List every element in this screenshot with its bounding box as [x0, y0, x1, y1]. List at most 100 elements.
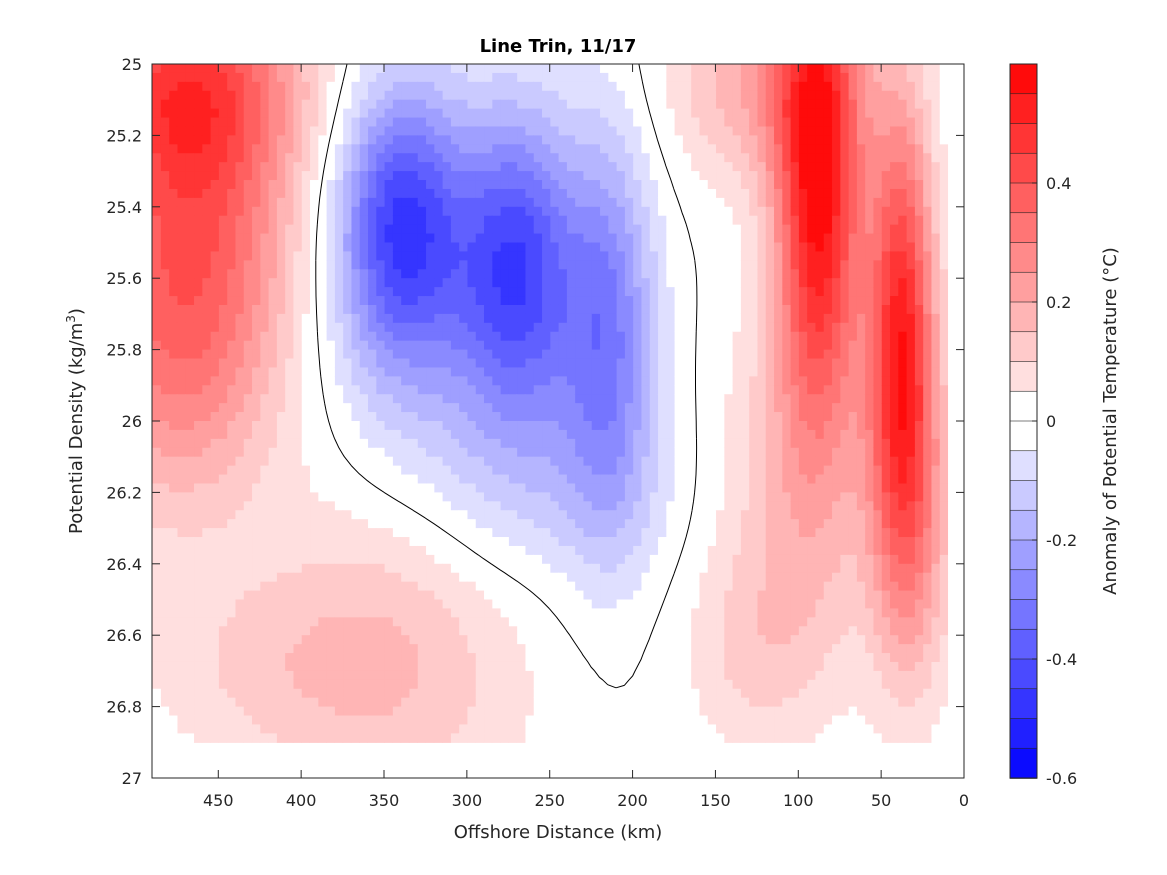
heatmap-cell — [715, 412, 725, 422]
heatmap-cell — [475, 135, 485, 145]
heatmap-cell — [632, 188, 642, 199]
heatmap-cell — [226, 403, 236, 413]
heatmap-cell — [475, 215, 485, 226]
heatmap-cell — [814, 81, 824, 92]
heatmap-cell — [831, 287, 841, 297]
heatmap-cell — [508, 394, 518, 404]
heatmap-cell — [284, 510, 294, 520]
heatmap-cell — [806, 224, 816, 235]
heatmap-cell — [442, 153, 451, 163]
heatmap-cell — [210, 519, 219, 529]
heatmap-cell — [872, 438, 882, 449]
heatmap-cell — [632, 126, 642, 136]
heatmap-cell — [425, 474, 435, 485]
heatmap-cell — [466, 340, 476, 351]
heatmap-cell — [781, 278, 791, 288]
heatmap-cell — [417, 438, 427, 449]
heatmap-cell — [524, 421, 534, 431]
heatmap-cell — [624, 501, 634, 511]
heatmap-cell — [533, 162, 543, 172]
heatmap-cell — [872, 72, 882, 83]
heatmap-cell — [276, 429, 286, 440]
heatmap-cell — [748, 394, 758, 404]
heatmap-cell — [814, 456, 824, 467]
heatmap-cell — [897, 135, 907, 145]
heatmap-cell — [715, 180, 725, 190]
heatmap-cell — [541, 162, 551, 172]
heatmap-cell — [259, 153, 269, 163]
heatmap-cell — [640, 126, 650, 136]
heatmap-cell — [549, 206, 559, 217]
heatmap-cell — [251, 153, 261, 163]
heatmap-cell — [408, 501, 418, 511]
heatmap-cell — [582, 153, 592, 163]
heatmap-cell — [400, 197, 410, 208]
heatmap-cell — [674, 501, 683, 511]
heatmap-cell — [384, 171, 393, 181]
heatmap-cell — [417, 215, 427, 226]
heatmap-cell — [392, 162, 402, 172]
heatmap-cell — [508, 474, 518, 485]
heatmap-cell — [442, 438, 451, 449]
heatmap-cell — [292, 188, 302, 199]
heatmap-cell — [367, 421, 377, 431]
heatmap-cell — [533, 394, 543, 404]
heatmap-cell — [856, 99, 866, 110]
heatmap-cell — [715, 153, 725, 163]
heatmap-cell — [897, 340, 907, 351]
heatmap-cell — [848, 421, 857, 431]
heatmap-cell — [930, 72, 940, 83]
heatmap-cell — [798, 206, 808, 217]
heatmap-cell — [392, 429, 402, 440]
heatmap-cell — [524, 162, 534, 172]
heatmap-cell — [856, 162, 866, 172]
heatmap-cell — [939, 456, 949, 467]
heatmap-cell — [591, 260, 601, 270]
heatmap-cell — [732, 206, 741, 217]
heatmap-cell — [226, 296, 236, 306]
heatmap-cell — [234, 72, 244, 83]
heatmap-cell — [284, 438, 294, 449]
heatmap-cell — [284, 501, 294, 511]
heatmap-cell — [806, 260, 816, 270]
heatmap-cell — [790, 162, 799, 172]
heatmap-cell — [831, 117, 841, 128]
heatmap-cell — [309, 287, 319, 297]
heatmap-cell — [665, 421, 675, 431]
heatmap-cell — [185, 135, 195, 145]
heatmap-cell — [781, 90, 791, 101]
heatmap-cell — [657, 72, 667, 83]
heatmap-cell — [640, 135, 650, 145]
heatmap-cell — [922, 162, 932, 172]
heatmap-cell — [864, 438, 874, 449]
heatmap-cell — [732, 171, 741, 181]
heatmap-cell — [790, 358, 799, 369]
heatmap-cell — [881, 322, 891, 333]
heatmap-cell — [234, 242, 244, 253]
heatmap-cell — [433, 412, 443, 422]
heatmap-cell — [856, 64, 866, 74]
heatmap-cell — [657, 367, 667, 377]
heatmap-cell — [185, 510, 195, 520]
heatmap-cell — [864, 260, 874, 270]
heatmap-cell — [665, 492, 675, 502]
heatmap-cell — [748, 260, 758, 270]
heatmap-cell — [218, 322, 228, 333]
heatmap-cell — [425, 180, 435, 190]
heatmap-cell — [408, 304, 418, 315]
heatmap-cell — [897, 206, 907, 217]
heatmap-cell — [698, 171, 708, 181]
heatmap-cell — [665, 296, 675, 306]
heatmap-cell — [400, 313, 410, 324]
heatmap-cell — [541, 64, 551, 74]
heatmap-cell — [201, 180, 211, 190]
heatmap-cell — [599, 81, 609, 92]
heatmap-cell — [234, 519, 244, 529]
heatmap-cell — [806, 385, 816, 395]
heatmap-cell — [201, 358, 211, 369]
heatmap-cell — [309, 456, 319, 467]
heatmap-cell — [168, 251, 178, 261]
heatmap-cell — [665, 438, 675, 449]
heatmap-cell — [359, 421, 369, 431]
heatmap-cell — [168, 224, 178, 235]
